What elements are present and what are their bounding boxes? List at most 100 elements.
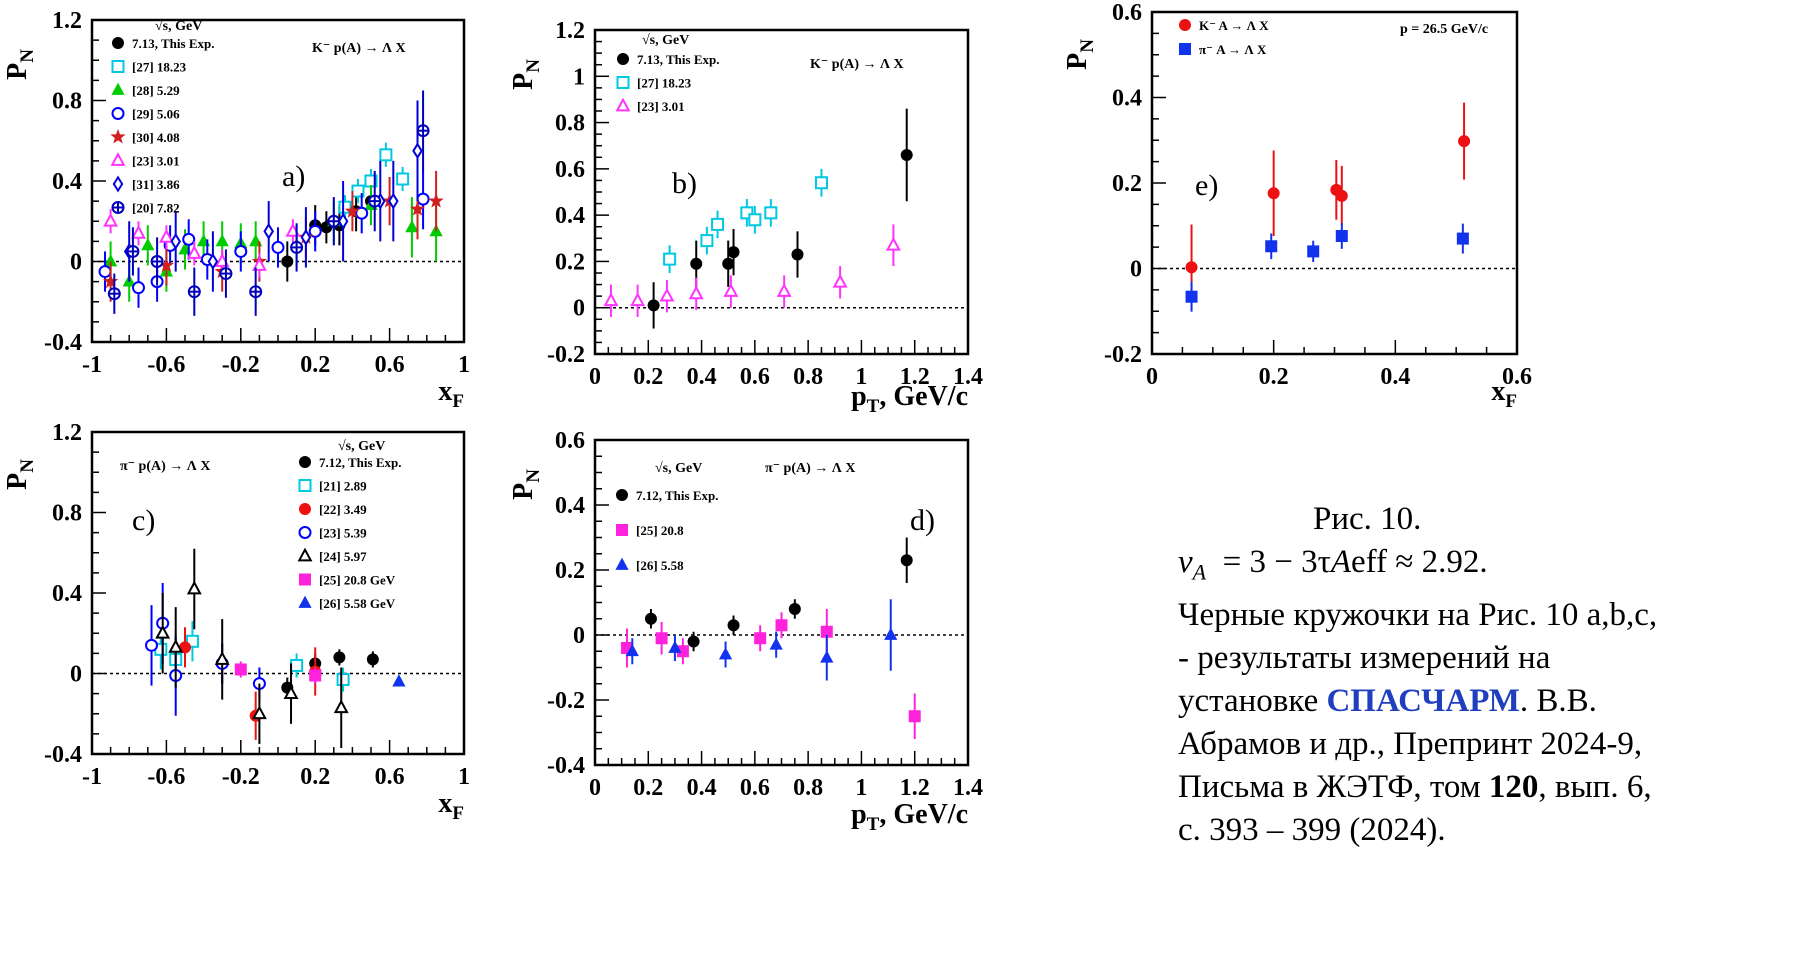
- data-point: [1335, 230, 1348, 243]
- y-tick-label: 0.2: [555, 249, 585, 275]
- x-axis-label: pT, GeV/c: [851, 381, 968, 417]
- data-point: [290, 240, 304, 254]
- y-tick-label: -0.2: [1104, 342, 1142, 368]
- x-axis-label-main: x: [438, 376, 452, 407]
- data-point: [1185, 261, 1198, 274]
- caption-line-3-prefix: установке: [1178, 682, 1327, 719]
- x-tick-label: 0: [589, 775, 601, 801]
- y-axis-label-sub: N: [17, 459, 38, 473]
- x-tick-label: 0.6: [375, 352, 405, 378]
- data-point: [711, 217, 725, 231]
- x-tick-label: 1: [458, 764, 470, 790]
- data-point: [754, 632, 767, 645]
- series-d-1: [620, 609, 921, 739]
- data-point: [722, 257, 735, 270]
- data-point: [182, 232, 196, 246]
- legend-entry: [23] 5.39: [319, 526, 367, 541]
- series-c-1: [154, 621, 350, 692]
- x-tick-label: 0.4: [687, 775, 717, 801]
- x-tick-label: 0.2: [300, 764, 330, 790]
- y-tick-label: 0: [70, 662, 82, 688]
- x-tick-label: 0.6: [740, 364, 770, 390]
- legend-marker: [297, 547, 313, 562]
- data-point: [186, 580, 202, 595]
- x-tick-label: 0.6: [1502, 364, 1532, 390]
- series-a-5: [103, 209, 301, 278]
- y-tick-label: 1.2: [555, 18, 585, 44]
- x-axis-label-sub: F: [1505, 391, 1517, 412]
- x-tick-label: 1.2: [900, 364, 930, 390]
- series-c-6: [392, 674, 406, 687]
- y-tick-label: 1.2: [52, 420, 82, 446]
- x-tick-label: 1.4: [953, 775, 983, 801]
- legend-entry: [30] 4.08: [132, 130, 180, 145]
- legend-entry: [26] 5.58: [636, 558, 684, 573]
- caption-formula: νA = 3 − 3τAeff ≈ 2.92.: [1178, 544, 1488, 585]
- y-tick-label: 0: [573, 296, 585, 322]
- x-axis-label-sub: T: [867, 814, 880, 835]
- y-tick-label: 0: [70, 250, 82, 276]
- chart-panel-c: -1 -0.6 -0.2 0.2 0.6 1-0.400.40.81.2PNxFc)√s,…: [2, 420, 470, 824]
- legend-entry: [24] 5.97: [319, 549, 367, 564]
- data-point: [344, 203, 361, 218]
- x-axis-label-sub: F: [452, 391, 464, 412]
- data-point: [300, 228, 312, 246]
- x-axis-label-suffix: , GeV/c: [879, 799, 968, 830]
- data-point: [1307, 245, 1320, 258]
- data-point: [416, 124, 430, 138]
- legend-marker: [617, 53, 629, 65]
- x-axis-label-sub: F: [452, 803, 464, 824]
- data-point: [791, 248, 804, 261]
- data-point: [625, 643, 639, 657]
- reaction-label: K⁻ p(A) → Λ X: [312, 41, 406, 56]
- data-point: [234, 244, 248, 258]
- legend-entry: [25] 20.8 GeV: [319, 573, 396, 588]
- x-axis-label: pT, GeV/c: [851, 799, 968, 835]
- legend-entry: [21] 2.89: [319, 479, 367, 494]
- legend-entry: [27] 18.23: [637, 76, 692, 91]
- data-point: [107, 287, 121, 301]
- y-axis-label-main: P: [508, 73, 539, 90]
- legend-entry: 7.13, This Exp.: [132, 36, 215, 51]
- series-e-0: [1185, 102, 1471, 310]
- x-axis-label: xF: [438, 788, 464, 824]
- y-tick-label: 0.6: [1112, 0, 1142, 26]
- chart-panel-b: 0 0.2 0.4 0.6 0.8 1 1.2 1.4-0.200.20.40.60.811.…: [508, 18, 983, 417]
- legend-entry: [23] 3.01: [132, 154, 180, 169]
- y-tick-label: -0.4: [44, 330, 82, 356]
- data-point: [271, 240, 285, 254]
- caption-volume: 120: [1488, 768, 1539, 805]
- caption-line-6: с. 393 – 399 (2024).: [1178, 811, 1446, 848]
- data-point: [1458, 135, 1471, 148]
- x-axis-label: xF: [438, 376, 464, 412]
- data-point: [141, 238, 155, 251]
- caption-line-1: Черные кружочки на Рис. 10 a,b,c,: [1178, 596, 1658, 633]
- y-tick-label: 0.8: [52, 89, 82, 115]
- data-point: [655, 632, 668, 645]
- data-point: [428, 193, 444, 208]
- x-tick-label: 0.4: [1380, 364, 1410, 390]
- y-axis-label-main: P: [508, 483, 539, 500]
- data-point: [788, 603, 801, 615]
- x-tick-label: -0.2: [222, 764, 260, 790]
- y-axis-label-main: P: [2, 473, 33, 490]
- x-tick-label: 0: [589, 364, 601, 390]
- legend-marker: [298, 526, 312, 539]
- data-point: [263, 222, 275, 240]
- data-point: [775, 619, 788, 632]
- data-point: [131, 224, 146, 239]
- y-axis-label-sub: N: [523, 59, 544, 73]
- data-point: [168, 638, 184, 653]
- legend-entry: [31] 3.86: [132, 177, 180, 192]
- legend-marker: [299, 503, 311, 515]
- x-tick-label: 0.2: [633, 364, 663, 390]
- legend-marker: [111, 60, 125, 73]
- legend-marker: [112, 175, 124, 193]
- legend-marker: [1179, 19, 1191, 31]
- data-point: [1456, 232, 1469, 245]
- legend-marker: [111, 201, 125, 214]
- data-point: [416, 192, 430, 206]
- data-point: [727, 246, 740, 259]
- legend-entry: K⁻ A → Λ X: [1199, 18, 1269, 33]
